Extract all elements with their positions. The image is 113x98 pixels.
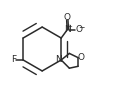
Text: +: + xyxy=(66,24,72,30)
Text: O: O xyxy=(63,13,70,22)
Text: −: − xyxy=(77,23,84,32)
Text: F: F xyxy=(11,55,16,64)
Text: O: O xyxy=(77,53,84,62)
Text: O: O xyxy=(74,25,81,34)
Text: N: N xyxy=(55,55,62,64)
Text: N: N xyxy=(63,25,70,34)
